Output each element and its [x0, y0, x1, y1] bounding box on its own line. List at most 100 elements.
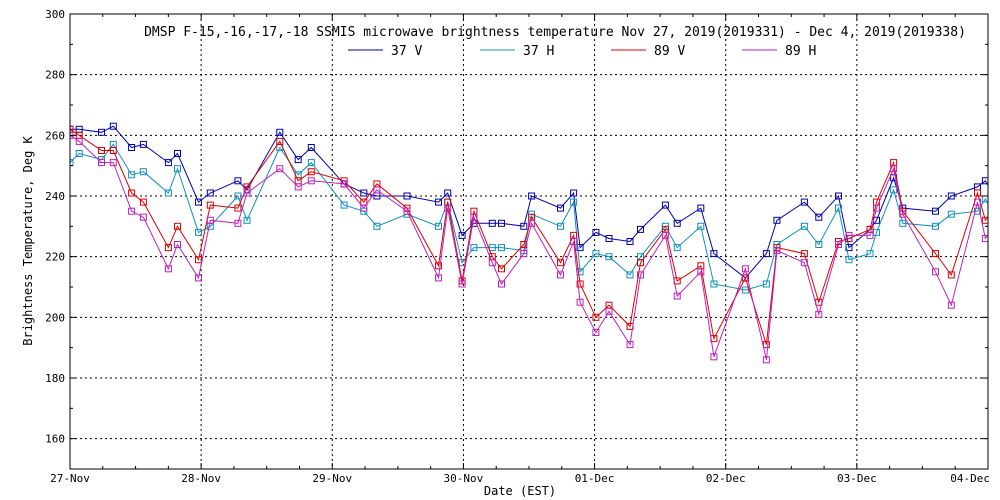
- y-tick-label: 220: [45, 251, 65, 264]
- data-point: [741, 286, 749, 294]
- data-point: [899, 219, 907, 227]
- data-point: [637, 225, 644, 233]
- data-point: [605, 235, 613, 242]
- y-tick-label: 180: [45, 372, 65, 385]
- data-point: [570, 189, 578, 197]
- legend-label: 89 H: [785, 44, 816, 59]
- x-tick-label: 04-Dec: [950, 472, 990, 485]
- data-point: [800, 250, 808, 258]
- data-point: [605, 253, 613, 261]
- data-point: [697, 222, 705, 230]
- data-point: [128, 144, 136, 151]
- data-point: [815, 213, 823, 221]
- data-point: [498, 280, 505, 288]
- data-point: [243, 216, 251, 224]
- legend-entry: 89 H: [742, 44, 816, 59]
- series-group: [70, 122, 988, 364]
- data-point: [981, 177, 988, 185]
- data-point: [557, 222, 564, 230]
- data-point: [592, 329, 600, 336]
- data-point: [174, 165, 181, 173]
- data-point: [661, 201, 669, 209]
- data-point: [195, 274, 202, 282]
- data-point: [75, 137, 83, 145]
- data-point: [661, 231, 669, 239]
- data-point: [243, 189, 251, 197]
- data-point: [340, 201, 348, 209]
- data-point: [576, 298, 584, 306]
- data-point: [626, 238, 634, 245]
- x-tick-label: 28-Nov: [181, 472, 221, 485]
- data-point: [195, 198, 202, 206]
- data-point: [139, 198, 147, 206]
- data-point: [710, 250, 718, 258]
- data-point: [488, 259, 496, 267]
- data-point: [773, 216, 781, 224]
- data-point: [845, 256, 853, 264]
- y-tick-label: 300: [45, 8, 65, 21]
- data-point: [845, 244, 853, 252]
- data-point: [637, 259, 644, 267]
- data-point: [174, 241, 181, 248]
- data-point: [164, 189, 172, 197]
- data-point: [626, 271, 634, 279]
- data-point: [576, 280, 584, 288]
- data-point: [470, 213, 478, 221]
- data-point: [435, 262, 442, 270]
- data-point: [307, 177, 315, 185]
- x-tick-label: 27-Nov: [50, 472, 90, 485]
- data-point: [890, 186, 898, 194]
- data-point: [360, 204, 368, 212]
- x-tick-label: 01-Dec: [575, 472, 615, 485]
- x-tick-label: 03-Dec: [837, 472, 877, 485]
- data-point: [974, 207, 981, 215]
- data-point: [741, 265, 749, 273]
- data-point: [435, 198, 442, 206]
- data-point: [234, 219, 242, 227]
- data-point: [932, 222, 939, 230]
- data-point: [947, 210, 955, 218]
- data-point: [947, 271, 955, 279]
- data-point: [947, 192, 955, 200]
- data-point: [815, 241, 823, 248]
- data-point: [98, 159, 105, 167]
- data-point: [234, 177, 242, 185]
- data-point: [697, 204, 705, 212]
- data-point: [206, 189, 214, 197]
- data-point: [528, 192, 536, 200]
- data-point: [890, 165, 898, 173]
- data-point: [373, 186, 381, 194]
- data-point: [673, 219, 681, 227]
- legend-label: 37 H: [523, 44, 554, 59]
- legend-entry: 37 V: [348, 44, 422, 59]
- data-point: [498, 219, 505, 227]
- data-point: [800, 198, 808, 206]
- data-point: [947, 301, 955, 309]
- data-point: [206, 201, 214, 209]
- data-point: [974, 198, 981, 206]
- data-point: [773, 247, 781, 255]
- data-point: [520, 250, 528, 258]
- x-tick-label: 30-Nov: [444, 472, 484, 485]
- data-point: [981, 216, 988, 224]
- data-point: [234, 192, 242, 200]
- data-point: [488, 244, 496, 252]
- data-point: [488, 219, 496, 227]
- data-point: [932, 207, 939, 215]
- data-point: [800, 222, 808, 230]
- series-89-h: [70, 131, 988, 364]
- data-point: [557, 204, 564, 212]
- data-point: [294, 156, 302, 164]
- data-point: [164, 159, 172, 167]
- data-point: [932, 250, 939, 258]
- chart-title: DMSP F-15,-16,-17,-18 SSMIS microwave br…: [144, 25, 966, 40]
- data-point: [435, 222, 442, 230]
- data-point: [373, 222, 381, 230]
- data-point: [637, 271, 644, 279]
- data-point: [845, 231, 853, 239]
- data-point: [70, 125, 74, 133]
- data-point: [307, 144, 315, 151]
- data-point: [835, 241, 842, 248]
